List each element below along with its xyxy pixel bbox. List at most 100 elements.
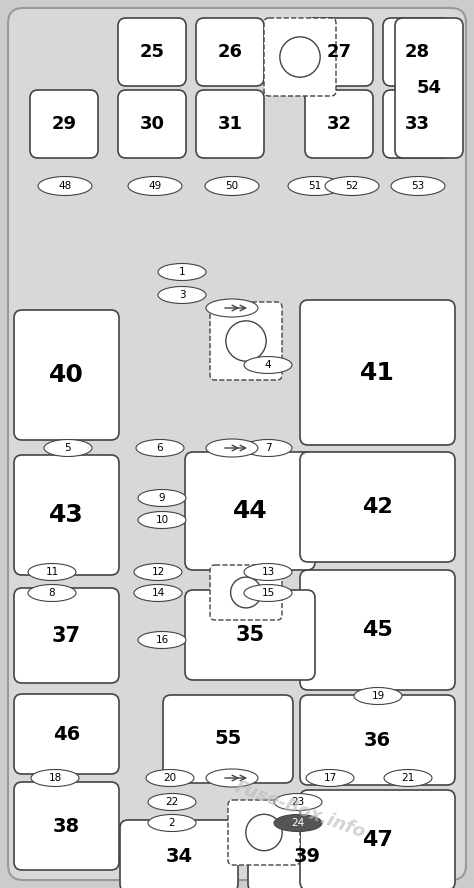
FancyBboxPatch shape [305,18,373,86]
Text: 35: 35 [236,625,264,645]
Text: 15: 15 [261,588,274,598]
Text: 49: 49 [148,181,162,191]
Text: 6: 6 [157,443,164,453]
Ellipse shape [128,177,182,195]
FancyBboxPatch shape [14,455,119,575]
FancyBboxPatch shape [300,300,455,445]
Text: 40: 40 [49,363,84,387]
Ellipse shape [205,177,259,195]
FancyBboxPatch shape [196,18,264,86]
Text: 54: 54 [417,79,441,97]
Text: 25: 25 [139,43,164,61]
Text: 50: 50 [226,181,238,191]
FancyBboxPatch shape [14,588,119,683]
FancyBboxPatch shape [163,695,293,783]
Text: 10: 10 [155,515,169,525]
FancyBboxPatch shape [30,90,98,158]
FancyBboxPatch shape [300,570,455,690]
Ellipse shape [148,794,196,811]
Ellipse shape [158,264,206,281]
Ellipse shape [28,564,76,581]
FancyBboxPatch shape [264,18,336,96]
Text: 44: 44 [233,499,267,523]
Text: 30: 30 [139,115,164,133]
Ellipse shape [391,177,445,195]
Text: 3: 3 [179,290,185,300]
Ellipse shape [134,564,182,581]
Text: 36: 36 [364,731,391,749]
Text: 37: 37 [52,625,81,646]
Circle shape [230,577,261,608]
Text: 32: 32 [327,115,352,133]
Ellipse shape [206,299,258,317]
Ellipse shape [244,584,292,601]
Text: 8: 8 [49,588,55,598]
Ellipse shape [134,584,182,601]
FancyBboxPatch shape [196,90,264,158]
FancyBboxPatch shape [305,90,373,158]
Text: 7: 7 [264,443,271,453]
Circle shape [226,321,266,361]
Text: 17: 17 [323,773,337,783]
Text: 2: 2 [169,818,175,828]
FancyBboxPatch shape [383,90,451,158]
Ellipse shape [44,440,92,456]
Ellipse shape [138,489,186,506]
Text: 42: 42 [362,497,393,517]
Text: 14: 14 [151,588,164,598]
Text: 9: 9 [159,493,165,503]
Text: 39: 39 [293,846,320,866]
Ellipse shape [38,177,92,195]
Ellipse shape [28,584,76,601]
Text: 38: 38 [53,816,80,836]
Ellipse shape [274,814,322,831]
FancyBboxPatch shape [185,452,315,570]
Text: 28: 28 [404,43,429,61]
Ellipse shape [244,564,292,581]
FancyBboxPatch shape [185,590,315,680]
Text: 4: 4 [264,360,271,370]
Text: 24: 24 [292,818,305,828]
Text: 27: 27 [327,43,352,61]
Ellipse shape [31,770,79,787]
Ellipse shape [148,814,196,831]
FancyBboxPatch shape [228,800,300,865]
FancyBboxPatch shape [210,565,282,620]
Text: 31: 31 [218,115,243,133]
FancyBboxPatch shape [300,452,455,562]
Text: 47: 47 [362,830,393,850]
Ellipse shape [206,439,258,457]
FancyBboxPatch shape [8,8,466,880]
FancyBboxPatch shape [395,18,463,158]
Text: 33: 33 [404,115,429,133]
FancyBboxPatch shape [14,310,119,440]
Text: 45: 45 [362,620,393,640]
Ellipse shape [138,631,186,648]
Text: 34: 34 [165,846,192,866]
Text: 21: 21 [401,773,415,783]
Ellipse shape [146,770,194,787]
Text: 11: 11 [46,567,59,577]
Ellipse shape [244,440,292,456]
Text: 48: 48 [58,181,72,191]
Text: 52: 52 [346,181,359,191]
FancyBboxPatch shape [118,18,186,86]
FancyBboxPatch shape [118,90,186,158]
FancyBboxPatch shape [14,694,119,774]
Text: 1: 1 [179,267,185,277]
FancyBboxPatch shape [300,790,455,888]
Text: 43: 43 [49,503,84,527]
Ellipse shape [274,794,322,811]
Circle shape [246,814,282,851]
Ellipse shape [138,511,186,528]
Text: 29: 29 [52,115,76,133]
Ellipse shape [306,770,354,787]
Text: 26: 26 [218,43,243,61]
Text: 19: 19 [371,691,384,701]
Text: 20: 20 [164,773,176,783]
Ellipse shape [136,440,184,456]
Ellipse shape [244,356,292,374]
Ellipse shape [384,770,432,787]
Ellipse shape [325,177,379,195]
Text: 53: 53 [411,181,425,191]
